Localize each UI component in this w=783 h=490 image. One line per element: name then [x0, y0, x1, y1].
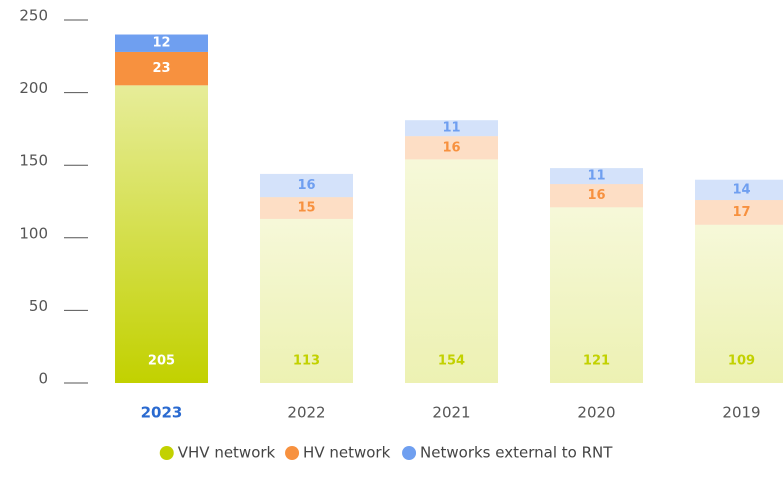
bar-segment — [550, 168, 643, 185]
value-label: 16 — [297, 178, 315, 193]
legend-label: HV network — [303, 444, 391, 462]
x-tick-label: 2019 — [722, 404, 760, 422]
bar-segment — [115, 51, 208, 86]
bar-segment — [260, 197, 353, 219]
value-label: 11 — [442, 121, 460, 136]
y-tick-label: 0 — [38, 370, 48, 388]
bar-segment — [695, 200, 783, 225]
bar-segment — [115, 34, 208, 52]
value-label: 113 — [293, 354, 320, 369]
value-label: 17 — [732, 205, 750, 220]
bar-segment — [695, 179, 783, 201]
y-tick-label: 100 — [19, 224, 48, 242]
bar-segment — [405, 136, 498, 160]
value-label: 15 — [297, 201, 315, 216]
value-label: 23 — [152, 61, 170, 76]
value-label: 14 — [732, 182, 750, 197]
legend-marker — [159, 446, 174, 460]
value-label: 16 — [442, 140, 460, 155]
bar-segment — [550, 184, 643, 208]
bar-segment — [695, 224, 783, 383]
y-tick-label: 200 — [19, 79, 48, 97]
legend-marker — [402, 446, 417, 460]
value-label: 12 — [152, 36, 170, 51]
legend-label: VHV network — [178, 444, 276, 462]
bar-segment — [550, 207, 643, 383]
y-tick-label: 250 — [19, 7, 48, 25]
value-label: 11 — [587, 169, 605, 184]
legend-label: Networks external to RNT — [420, 444, 613, 462]
x-tick-label: 2022 — [287, 404, 325, 422]
bar-segment — [260, 173, 353, 198]
x-tick-label: 2023 — [141, 404, 183, 422]
value-label: 154 — [438, 354, 465, 369]
value-label: 16 — [587, 188, 605, 203]
value-label: 109 — [728, 354, 755, 369]
legend-marker — [285, 446, 300, 460]
bar-segment — [115, 85, 208, 383]
value-label: 121 — [583, 354, 610, 369]
bar-segment — [405, 159, 498, 383]
value-label: 205 — [148, 354, 175, 369]
x-tick-label: 2021 — [432, 404, 470, 422]
x-tick-label: 2020 — [577, 404, 615, 422]
bar-segment — [260, 218, 353, 383]
bar-segment — [405, 120, 498, 137]
y-tick-label: 50 — [29, 297, 48, 315]
y-tick-label: 150 — [19, 152, 48, 170]
